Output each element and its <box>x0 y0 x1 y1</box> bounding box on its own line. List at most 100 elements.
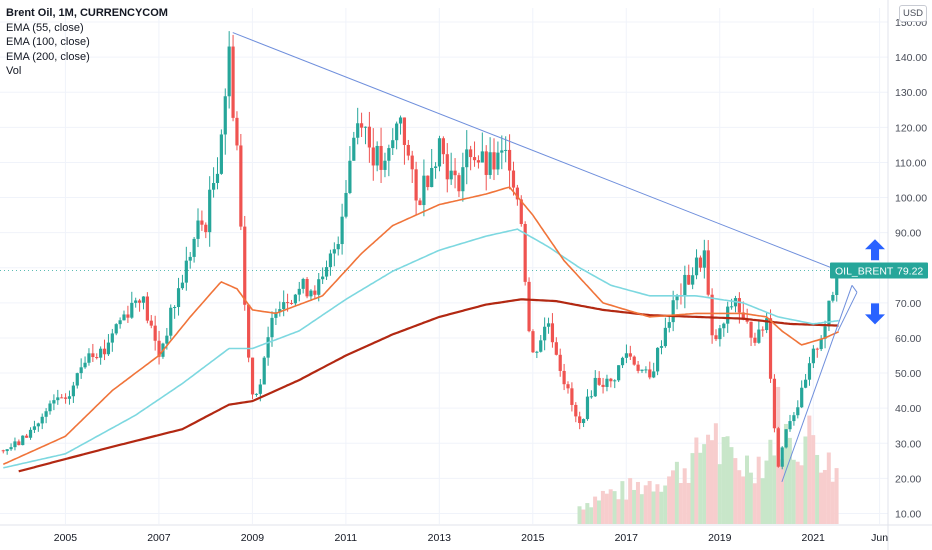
indicator-volume[interactable]: Vol <box>6 65 22 77</box>
indicator-ema-200[interactable]: EMA (200, close) <box>6 50 90 63</box>
candle-up <box>792 415 796 422</box>
volume-bar <box>643 485 648 524</box>
candle-down <box>472 157 477 161</box>
currency-button[interactable]: USD <box>899 5 927 22</box>
candle-down <box>285 302 290 304</box>
volume-bar <box>663 485 668 524</box>
symbol-title[interactable]: Brent Oil, 1M, CURRENCYCOM <box>6 7 168 19</box>
descending-trendline[interactable] <box>232 32 858 279</box>
candle-up <box>395 123 399 141</box>
candle-up <box>391 140 395 149</box>
candle-down <box>235 117 239 146</box>
candle-up <box>173 307 177 309</box>
candle-down <box>367 126 371 148</box>
volume-bar <box>581 509 586 524</box>
candle-down <box>601 384 605 387</box>
candle-up <box>624 353 629 358</box>
volume-bar <box>729 447 734 524</box>
candle-up <box>488 152 492 175</box>
candle-up <box>461 167 465 192</box>
candle-down <box>511 170 516 188</box>
candle-up <box>130 302 134 318</box>
candle-up <box>32 426 37 430</box>
candle-up <box>585 396 590 420</box>
volume-bar <box>819 472 824 524</box>
candle-up <box>266 337 270 358</box>
candle-down <box>126 314 130 318</box>
candle-down <box>95 357 99 359</box>
ascending-trendline[interactable] <box>781 285 853 483</box>
candle-up <box>278 309 282 313</box>
candle-up <box>215 173 220 184</box>
candle-up <box>340 216 344 245</box>
candle-down <box>566 384 570 389</box>
candle-up <box>169 307 173 336</box>
candle-up <box>589 396 593 398</box>
candle-up <box>667 322 671 328</box>
candle-down <box>753 337 757 343</box>
volume-bar <box>600 490 605 524</box>
candle-down <box>609 378 613 382</box>
candle-down <box>406 144 410 156</box>
candle-up <box>176 288 181 308</box>
time-axis[interactable]: 2005 2007 2009 2011 2013 2015 2017 2019 2021 Jun <box>0 524 932 544</box>
volume-bar <box>795 461 800 524</box>
candle-down <box>768 318 773 379</box>
candle-down <box>247 304 251 358</box>
ema-100-line <box>3 228 839 469</box>
indicator-ema-100[interactable]: EMA (100, close) <box>6 36 90 48</box>
volume-bar <box>733 458 738 524</box>
candle-down <box>102 348 107 355</box>
time-tick-label: 2017 <box>615 532 639 544</box>
candle-up <box>328 253 333 268</box>
candle-down <box>687 274 691 285</box>
volume-bar <box>787 437 792 524</box>
candle-up <box>67 396 72 399</box>
volume-bar <box>721 437 726 524</box>
candle-up <box>258 384 262 394</box>
candle-down <box>402 117 407 145</box>
candle-down <box>772 378 777 429</box>
indicator-ema-55[interactable]: EMA (55, close) <box>6 21 84 34</box>
candle-down <box>531 331 535 353</box>
candle-up <box>465 149 469 168</box>
candle-down <box>250 357 255 395</box>
candle-up <box>375 145 379 166</box>
candle-up <box>422 175 426 206</box>
candle-up <box>535 351 539 353</box>
candle-up <box>282 302 286 310</box>
price-tick-label: 30.00 <box>895 438 921 450</box>
candle-up <box>675 295 679 301</box>
candle-up <box>827 300 831 327</box>
candle-up <box>134 300 138 303</box>
volume-bar <box>772 455 777 524</box>
grid <box>0 8 888 524</box>
volume-bar <box>577 506 582 524</box>
candle-up <box>356 123 360 138</box>
volume-bar <box>616 499 621 524</box>
candle-up <box>433 166 438 168</box>
candle-up <box>765 318 769 331</box>
candle-up <box>726 306 730 324</box>
candle-up <box>44 411 48 417</box>
candle-down <box>714 335 718 340</box>
candle-up <box>823 326 827 339</box>
candle-up <box>75 373 79 386</box>
volume-bar <box>713 423 718 524</box>
candle-up <box>188 256 192 261</box>
time-tick-label: 2013 <box>428 532 452 544</box>
volume-bar <box>768 439 773 524</box>
volume-bar <box>585 503 590 524</box>
candle-up <box>605 378 609 387</box>
price-tick-label: 40.00 <box>895 403 921 415</box>
candle-up <box>36 423 40 427</box>
wedge-line <box>837 292 858 332</box>
candle-up <box>352 137 356 161</box>
volume-bar <box>756 456 761 524</box>
candle-down <box>418 200 422 206</box>
volume-bar <box>659 491 664 524</box>
candle-up <box>691 275 695 285</box>
candle-up <box>83 362 87 368</box>
volume-bar <box>647 480 652 524</box>
